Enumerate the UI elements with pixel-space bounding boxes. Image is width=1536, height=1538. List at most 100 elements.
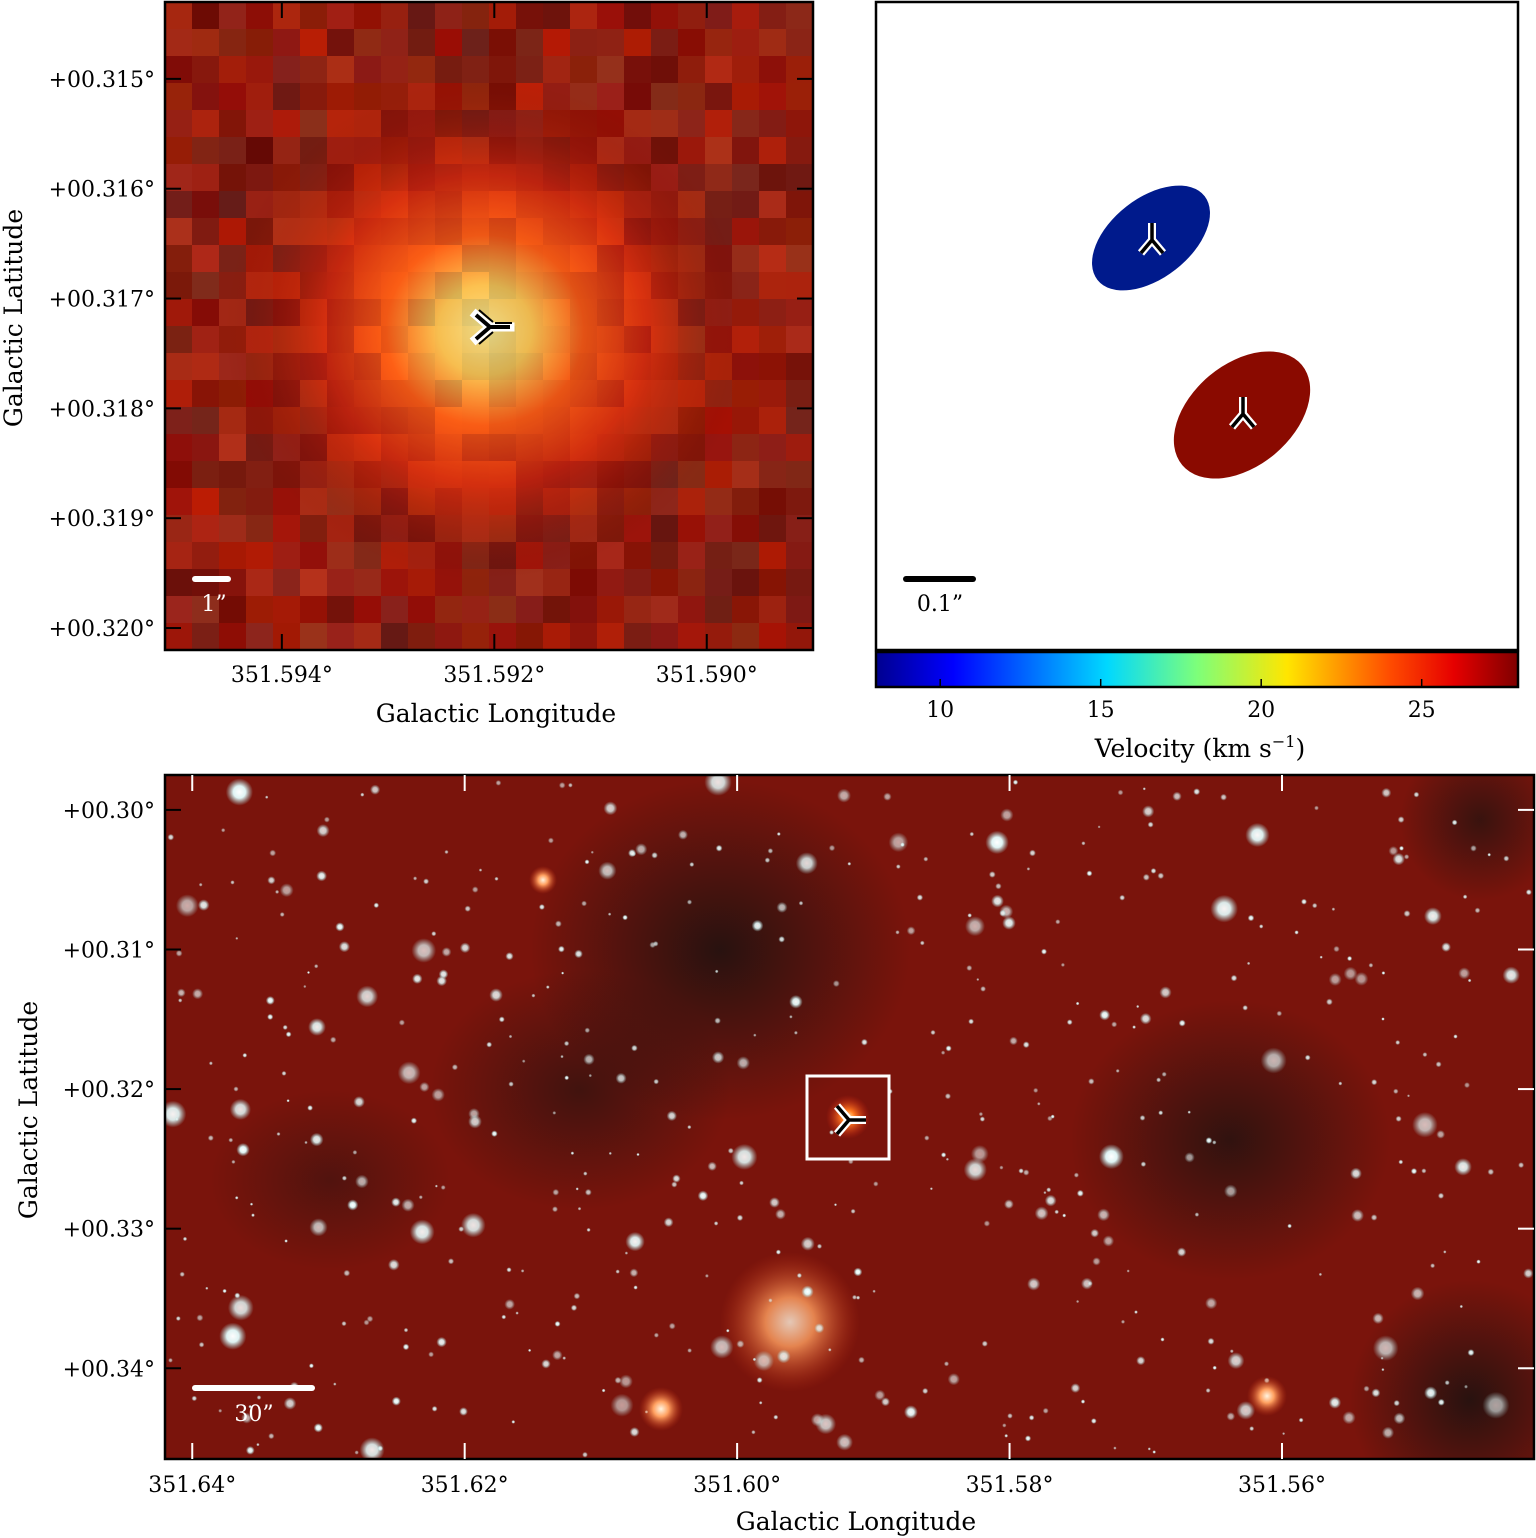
star xyxy=(1412,1112,1438,1138)
star xyxy=(248,1404,252,1409)
star xyxy=(434,1184,438,1188)
star xyxy=(767,848,774,854)
zoom-y-axis-title: Galactic Latitude xyxy=(0,209,28,427)
star xyxy=(736,1056,750,1070)
star xyxy=(837,788,851,803)
star xyxy=(753,1350,774,1372)
star xyxy=(1249,1426,1255,1432)
star xyxy=(872,1289,876,1294)
star xyxy=(304,1140,308,1145)
star xyxy=(1194,1212,1200,1217)
star xyxy=(355,1174,369,1189)
star xyxy=(586,1227,591,1232)
star xyxy=(861,1038,868,1046)
star xyxy=(1276,1010,1283,1017)
star xyxy=(1380,1356,1384,1360)
star xyxy=(1066,1019,1073,1026)
star xyxy=(1004,1433,1009,1438)
star xyxy=(1009,1036,1018,1046)
star xyxy=(710,1335,734,1359)
star xyxy=(428,1351,434,1358)
star xyxy=(1342,1411,1356,1425)
star xyxy=(653,1332,660,1338)
star xyxy=(1044,1194,1057,1207)
star xyxy=(940,1050,946,1055)
star xyxy=(338,941,350,953)
maser-scale-bar-label: 0.1” xyxy=(917,592,963,617)
wide-field-y-axis-title: Galactic Latitude xyxy=(14,1001,43,1219)
star xyxy=(856,1295,861,1300)
star xyxy=(388,1259,400,1271)
wide-field-panel: 30” +00.34°+00.33°+00.32°+00.31°+00.30° … xyxy=(14,773,1536,1536)
star xyxy=(431,1405,438,1412)
star xyxy=(1134,1310,1138,1314)
star xyxy=(731,1143,758,1170)
star xyxy=(1092,1257,1101,1266)
star xyxy=(352,1150,358,1155)
star xyxy=(281,1070,287,1076)
star xyxy=(581,900,587,907)
star xyxy=(834,1203,837,1207)
star xyxy=(1229,1349,1234,1354)
star xyxy=(1126,1269,1130,1273)
star xyxy=(1062,1213,1067,1218)
star xyxy=(233,1086,239,1092)
star xyxy=(1099,1009,1111,1021)
star xyxy=(988,871,996,878)
y-tick-label: +00.317° xyxy=(49,288,155,313)
star xyxy=(1139,1115,1146,1121)
star xyxy=(874,1389,886,1401)
star xyxy=(1372,1312,1384,1325)
star xyxy=(1210,894,1238,923)
star xyxy=(1467,1349,1475,1357)
star xyxy=(944,1093,952,1100)
star xyxy=(945,1045,952,1052)
star xyxy=(227,1294,254,1321)
star xyxy=(459,942,471,954)
x-tick-label: 351.60° xyxy=(693,1473,781,1498)
star xyxy=(1421,1168,1427,1174)
star xyxy=(603,801,618,816)
star xyxy=(568,782,573,788)
star xyxy=(1331,907,1336,911)
star xyxy=(284,1239,288,1243)
star xyxy=(570,1151,575,1155)
star xyxy=(883,792,892,801)
x-tick-label: 351.62° xyxy=(421,1473,509,1498)
wide-field-x-axis-title: Galactic Longitude xyxy=(736,1507,976,1536)
star xyxy=(1458,967,1471,980)
star xyxy=(622,914,628,921)
star xyxy=(245,1446,255,1455)
star xyxy=(1395,1040,1401,1045)
star xyxy=(431,1088,445,1102)
star xyxy=(895,864,901,869)
star xyxy=(1160,1337,1165,1342)
star xyxy=(1070,1383,1081,1393)
star xyxy=(601,1388,606,1393)
star xyxy=(1150,868,1157,874)
star xyxy=(714,1017,721,1024)
star xyxy=(800,1236,815,1251)
star xyxy=(573,1292,581,1300)
star xyxy=(1459,1304,1464,1309)
star xyxy=(182,1236,188,1242)
star xyxy=(1328,973,1342,986)
star xyxy=(1000,808,1014,822)
star xyxy=(1370,1214,1378,1221)
star xyxy=(494,876,499,881)
star xyxy=(558,782,566,789)
star xyxy=(610,1393,634,1417)
star xyxy=(836,1433,853,1451)
star xyxy=(410,1117,418,1124)
star xyxy=(436,1336,447,1348)
y-tick-label: +00.315° xyxy=(49,68,155,93)
star xyxy=(801,1285,814,1298)
star xyxy=(689,862,695,867)
star xyxy=(1476,1259,1481,1264)
star xyxy=(1142,805,1155,818)
star xyxy=(504,1299,515,1310)
star xyxy=(418,1195,423,1200)
zoom-scale-bar-label: 1” xyxy=(201,592,226,617)
star xyxy=(1487,852,1491,857)
star xyxy=(1086,870,1093,877)
